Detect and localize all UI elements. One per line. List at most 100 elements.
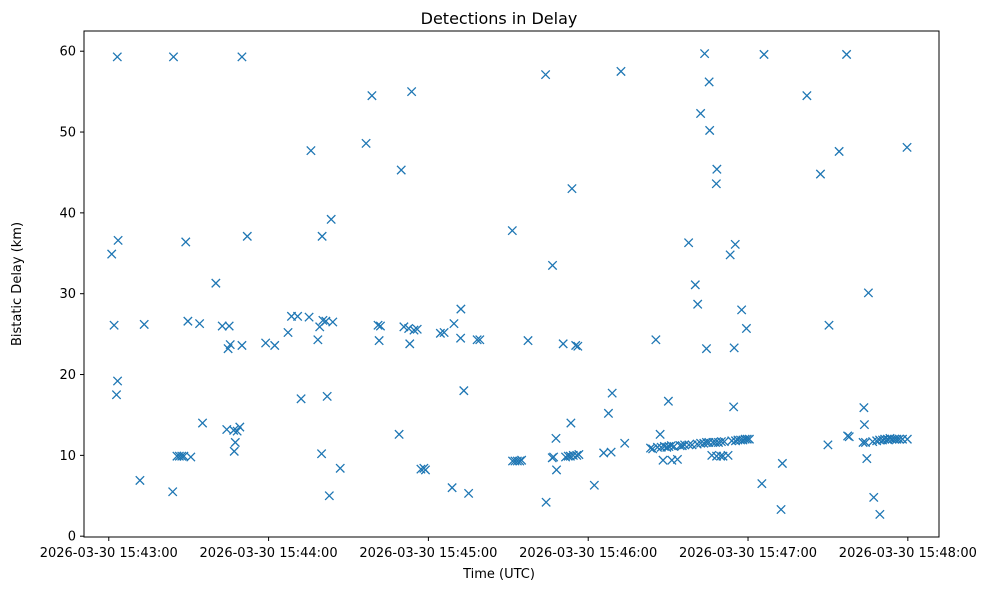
detection-point: [111, 390, 122, 400]
detection-point: [655, 429, 665, 440]
detection-point: [841, 49, 852, 60]
detection-point: [742, 434, 752, 444]
detection-point: [607, 388, 617, 398]
detection-point: [730, 239, 740, 250]
detection-point: [304, 312, 314, 322]
y-tick-label: 50: [59, 126, 76, 141]
detection-point: [823, 440, 833, 450]
detection-point: [606, 447, 616, 457]
detection-point: [740, 434, 750, 444]
detection-point: [566, 418, 576, 428]
detection-point: [211, 278, 221, 288]
detection-point: [728, 402, 739, 412]
detection-point: [237, 340, 247, 351]
detection-point: [589, 480, 599, 490]
detection-point: [551, 465, 562, 475]
detection-point: [858, 437, 868, 448]
detection-point: [757, 478, 767, 489]
detection-point: [113, 235, 123, 246]
detection-point: [260, 338, 271, 348]
detection-point: [168, 52, 179, 62]
detection-point: [699, 48, 710, 59]
detection-point: [683, 238, 694, 248]
detection-point: [107, 249, 117, 259]
detection-point: [620, 438, 630, 448]
detection-point: [658, 455, 668, 465]
detection-point: [396, 165, 406, 175]
detection-point: [374, 335, 384, 346]
detection-point: [725, 250, 735, 260]
detection-point: [394, 429, 404, 440]
detection-point: [409, 325, 419, 335]
detection-point: [603, 408, 614, 418]
detection-point: [663, 396, 674, 406]
detection-point: [283, 327, 293, 338]
x-tick-label: 2026-03-30 15:48:00: [839, 546, 977, 561]
detection-point: [719, 436, 729, 447]
detection-point: [168, 487, 178, 497]
detection-point: [139, 319, 149, 330]
detection-point: [705, 125, 715, 136]
detection-point: [862, 453, 872, 464]
detection-point: [859, 403, 869, 413]
detection-point: [598, 448, 609, 458]
x-tick-label: 2026-03-30 15:46:00: [519, 546, 657, 561]
detection-point: [181, 237, 191, 247]
detection-point: [404, 323, 414, 334]
detection-point: [412, 324, 422, 334]
detection-point: [704, 437, 714, 448]
detection-point: [318, 315, 328, 326]
detection-point: [225, 339, 235, 350]
detection-point: [515, 456, 525, 466]
detection-point: [651, 335, 661, 345]
detection-point: [229, 425, 239, 435]
detection-point: [875, 509, 885, 520]
detection-point: [723, 450, 733, 461]
detection-point: [328, 317, 338, 327]
detection-point: [744, 434, 755, 444]
detection-point: [616, 66, 626, 77]
detection-point: [317, 231, 327, 241]
x-axis-ticks: 2026-03-30 15:43:00 2026-03-30 15:44:00 20…: [40, 537, 977, 561]
detection-point: [824, 320, 834, 330]
data-points: [107, 48, 912, 520]
detection-point: [242, 231, 252, 241]
detection-point: [894, 434, 904, 444]
detection-point: [292, 311, 303, 321]
detection-point: [701, 344, 712, 354]
x-tick-label: 2026-03-30 15:44:00: [200, 546, 338, 561]
plot-area-frame: [83, 30, 940, 538]
detection-point: [695, 108, 706, 119]
detection-point: [405, 339, 415, 349]
detection-point: [863, 288, 874, 298]
detection-point: [174, 451, 185, 461]
detection-point: [834, 146, 844, 157]
y-tick-label: 60: [59, 45, 76, 60]
detection-point: [679, 440, 690, 450]
y-tick-label: 10: [59, 449, 76, 464]
detection-point: [869, 492, 879, 503]
y-tick-label: 20: [59, 368, 76, 383]
detection-point: [270, 340, 280, 351]
detection-point: [567, 183, 577, 194]
detection-point: [322, 391, 332, 402]
detection-point: [704, 77, 714, 87]
detection-point: [729, 343, 739, 353]
detection-point: [716, 436, 727, 447]
detection-point: [571, 340, 581, 351]
detection-point: [472, 335, 482, 345]
detection-point: [902, 142, 912, 153]
detection-point: [112, 52, 122, 62]
detection-point: [548, 452, 559, 462]
detection-point: [229, 446, 239, 456]
detection-point: [573, 341, 583, 351]
detection-point: [523, 335, 533, 346]
detection-point: [712, 164, 722, 174]
detection-point: [313, 335, 323, 345]
x-tick-label: 2026-03-30 15:43:00: [40, 546, 178, 561]
detection-point: [475, 335, 485, 345]
detection-point: [177, 451, 187, 461]
detection-point: [230, 437, 240, 448]
